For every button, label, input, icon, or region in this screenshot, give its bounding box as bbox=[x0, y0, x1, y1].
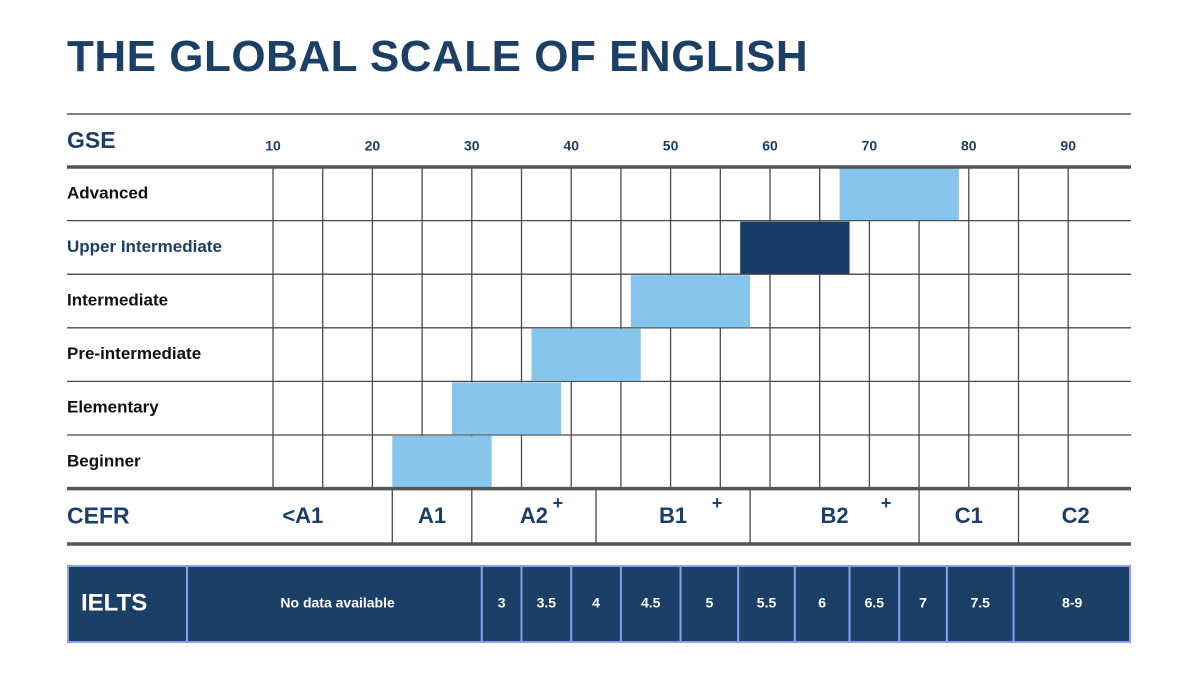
range-bar bbox=[630, 275, 751, 328]
gse-tick-label: 60 bbox=[762, 138, 778, 154]
range-bar bbox=[531, 328, 641, 381]
ielts-band-label: 7.5 bbox=[970, 595, 990, 611]
page-title: THE GLOBAL SCALE OF ENGLISH bbox=[67, 32, 809, 81]
ielts-band-label: 3 bbox=[498, 595, 506, 611]
ielts-band-label: No data available bbox=[280, 595, 395, 611]
gse-tick-label: 20 bbox=[365, 138, 381, 154]
ielts-band-label: 3.5 bbox=[537, 595, 557, 611]
category-label: Advanced bbox=[67, 183, 148, 202]
cefr-plus-marker: + bbox=[553, 493, 564, 513]
ielts-band-label: 5.5 bbox=[757, 595, 777, 611]
category-label: Intermediate bbox=[67, 290, 168, 309]
cefr-band-label: A1 bbox=[418, 503, 446, 528]
ielts-band-label: 6 bbox=[818, 595, 826, 611]
range-bar bbox=[839, 168, 959, 221]
cefr-band-label: C1 bbox=[955, 503, 983, 528]
gse-axis-label: GSE bbox=[67, 127, 116, 153]
cefr-band-label: B1 bbox=[659, 503, 687, 528]
range-bar bbox=[392, 436, 492, 489]
cefr-band-label: <A1 bbox=[282, 503, 323, 528]
gse-tick-label: 10 bbox=[265, 138, 281, 154]
gse-tick-label: 70 bbox=[862, 138, 878, 154]
ielts-band-label: 7 bbox=[919, 595, 927, 611]
ielts-band-label: 5 bbox=[705, 595, 713, 611]
ielts-band-label: 4 bbox=[592, 595, 600, 611]
ielts-band-label: 4.5 bbox=[641, 595, 661, 611]
ielts-bar bbox=[67, 565, 1131, 643]
range-bar bbox=[451, 382, 562, 435]
ielts-band-label: 8-9 bbox=[1062, 595, 1082, 611]
gse-tick-label: 80 bbox=[961, 138, 977, 154]
category-label: Upper Intermediate bbox=[67, 237, 222, 256]
cefr-band-label: A2 bbox=[520, 503, 548, 528]
gse-tick-label: 50 bbox=[663, 138, 679, 154]
gse-tick-label: 30 bbox=[464, 138, 480, 154]
cefr-band-label: C2 bbox=[1062, 503, 1090, 528]
cefr-label: CEFR bbox=[67, 502, 130, 528]
gse-tick-label: 90 bbox=[1060, 138, 1076, 154]
cefr-plus-marker: + bbox=[712, 493, 723, 513]
category-label: Beginner bbox=[67, 451, 141, 470]
category-label: Pre-intermediate bbox=[67, 344, 201, 363]
ielts-band-label: 6.5 bbox=[865, 595, 885, 611]
gse-tick-label: 40 bbox=[563, 138, 579, 154]
cefr-plus-marker: + bbox=[881, 493, 892, 513]
ielts-label: IELTS bbox=[81, 589, 147, 616]
category-label: Elementary bbox=[67, 398, 159, 417]
range-bar bbox=[740, 221, 850, 274]
cefr-band-label: B2 bbox=[821, 503, 849, 528]
